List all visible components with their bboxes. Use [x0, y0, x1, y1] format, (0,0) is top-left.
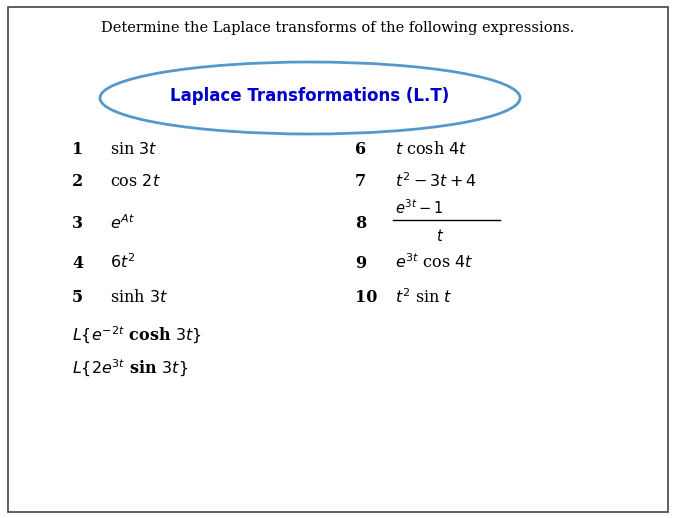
- Text: Laplace Transformations (L.T): Laplace Transformations (L.T): [171, 87, 450, 105]
- Text: $t$ cosh $4t$: $t$ cosh $4t$: [395, 141, 468, 159]
- Ellipse shape: [100, 62, 520, 134]
- Text: $e^{3t} - 1$: $e^{3t} - 1$: [395, 198, 443, 218]
- Text: $6t^2$: $6t^2$: [110, 254, 135, 272]
- FancyBboxPatch shape: [8, 7, 668, 512]
- Text: sinh $3t$: sinh $3t$: [110, 290, 168, 307]
- Text: 8: 8: [355, 215, 366, 233]
- Text: 9: 9: [355, 254, 366, 271]
- Text: $e^{3t}$ cos $4t$: $e^{3t}$ cos $4t$: [395, 254, 473, 272]
- Text: $t^2 - 3t + 4$: $t^2 - 3t + 4$: [395, 172, 477, 191]
- Text: 1: 1: [72, 141, 83, 159]
- Text: 2: 2: [72, 174, 83, 191]
- Text: cos $2t$: cos $2t$: [110, 174, 161, 191]
- Text: $L\{2e^{3t}$ sin $3t\}$: $L\{2e^{3t}$ sin $3t\}$: [72, 357, 188, 379]
- Text: 6: 6: [355, 141, 366, 159]
- Text: 4: 4: [72, 254, 83, 271]
- Text: 7: 7: [355, 174, 366, 191]
- Text: $t$: $t$: [436, 228, 444, 244]
- Text: Determine the Laplace transforms of the following expressions.: Determine the Laplace transforms of the …: [102, 21, 575, 35]
- Text: 10: 10: [355, 290, 377, 307]
- Text: 5: 5: [72, 290, 83, 307]
- Text: $t^2$ sin $t$: $t^2$ sin $t$: [395, 289, 453, 307]
- Text: $e^{At}$: $e^{At}$: [110, 214, 135, 233]
- Text: 3: 3: [72, 215, 83, 233]
- Text: $L\{e^{-2t}$ cosh $3t\}$: $L\{e^{-2t}$ cosh $3t\}$: [72, 324, 202, 346]
- Text: sin $3t$: sin $3t$: [110, 141, 158, 159]
